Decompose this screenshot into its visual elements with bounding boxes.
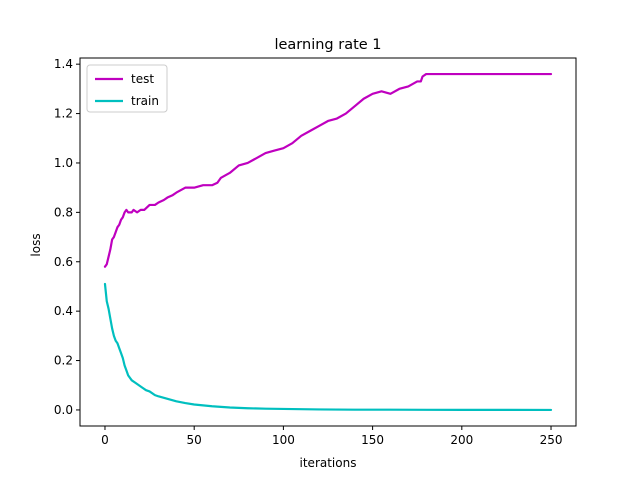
x-axis-label: iterations bbox=[300, 456, 357, 470]
y-tick-label: 0.8 bbox=[54, 205, 73, 219]
y-tick-label: 0.0 bbox=[54, 403, 73, 417]
x-axis-ticks: 0 50 100 150 200 250 bbox=[101, 426, 562, 447]
x-tick-label: 250 bbox=[540, 433, 563, 447]
y-tick-label: 1.0 bbox=[54, 156, 73, 170]
series-line-train bbox=[103, 282, 553, 412]
legend-label-train: train bbox=[131, 94, 159, 108]
x-tick-label: 200 bbox=[450, 433, 473, 447]
series-line-test bbox=[103, 72, 553, 268]
y-tick-label: 0.4 bbox=[54, 304, 73, 318]
y-axis-ticks: 0.0 0.2 0.4 0.6 0.8 1.0 1.2 1.4 bbox=[54, 57, 80, 417]
x-tick-label: 100 bbox=[272, 433, 295, 447]
y-axis-label: loss bbox=[29, 233, 43, 256]
x-tick-label: 50 bbox=[187, 433, 202, 447]
y-tick-label: 0.2 bbox=[54, 354, 73, 368]
chart-title: learning rate 1 bbox=[274, 37, 381, 53]
y-tick-label: 1.4 bbox=[54, 57, 73, 71]
y-tick-label: 1.2 bbox=[54, 107, 73, 121]
x-tick-label: 0 bbox=[101, 433, 109, 447]
y-tick-label: 0.6 bbox=[54, 255, 73, 269]
legend-label-test: test bbox=[131, 72, 154, 86]
plot-frame bbox=[79, 57, 577, 427]
legend: test train bbox=[86, 64, 168, 113]
x-tick-label: 150 bbox=[361, 433, 384, 447]
plot-area bbox=[103, 72, 553, 412]
